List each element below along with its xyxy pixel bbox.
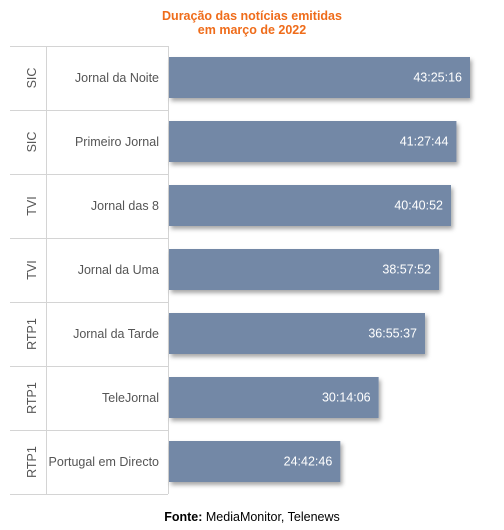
group-label: TVI <box>25 196 39 215</box>
group-label: RTP1 <box>25 446 39 478</box>
bar <box>169 121 457 162</box>
bar <box>169 377 379 418</box>
chart-title-line2: em março de 2022 <box>197 23 307 37</box>
group-label: SIC <box>25 132 39 153</box>
category-label: Portugal em Directo <box>49 455 160 469</box>
bar <box>169 57 470 98</box>
bar-value-label: 43:25:16 <box>413 71 462 85</box>
bar-value-label: 30:14:06 <box>322 391 371 405</box>
bar-value-label: 24:42:46 <box>284 455 333 469</box>
bar-value-label: 38:57:52 <box>382 263 431 277</box>
group-label: RTP1 <box>25 382 39 414</box>
chart-title-line1: Duração das notícias emitidas <box>162 9 342 23</box>
bar <box>169 441 341 482</box>
bar-value-label: 40:40:52 <box>394 199 443 213</box>
category-label: Jornal da Tarde <box>73 327 159 341</box>
source-note: Fonte: MediaMonitor, Telenews <box>0 510 504 524</box>
chart-title: Duração das notícias emitidas em março d… <box>0 9 504 37</box>
source-text: MediaMonitor, Telenews <box>202 510 340 524</box>
group-label: RTP1 <box>25 318 39 350</box>
category-label: Jornal das 8 <box>91 199 159 213</box>
bar <box>169 313 426 354</box>
category-label: Jornal da Uma <box>78 263 159 277</box>
category-label: Jornal da Noite <box>75 71 159 85</box>
bar <box>169 185 452 226</box>
category-label: Primeiro Jornal <box>75 135 159 149</box>
source-label: Fonte: <box>164 510 203 524</box>
category-label: TeleJornal <box>102 391 159 405</box>
bar-value-label: 41:27:44 <box>400 135 449 149</box>
bar-value-label: 36:55:37 <box>368 327 417 341</box>
group-label: TVI <box>25 260 39 279</box>
bar <box>169 249 440 290</box>
group-label: SIC <box>25 68 39 89</box>
